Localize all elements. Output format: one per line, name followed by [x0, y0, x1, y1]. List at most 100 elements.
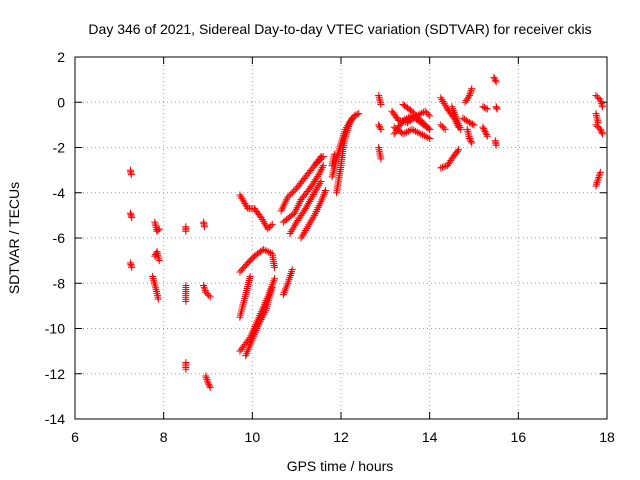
data-point [597, 127, 605, 135]
data-point [596, 96, 604, 104]
data-point [598, 128, 606, 136]
x-tick-label: 16 [511, 429, 527, 445]
data-point [316, 169, 324, 177]
data-point [264, 225, 272, 233]
data-point [483, 132, 491, 140]
data-point [404, 127, 412, 135]
data-point [594, 175, 602, 183]
data-point [202, 372, 210, 380]
data-point [127, 171, 135, 179]
data-point [259, 245, 267, 253]
y-axis-label: SDTVAR / TECUs [6, 182, 22, 294]
data-point [403, 128, 411, 136]
data-point [204, 379, 212, 387]
data-point [257, 315, 265, 323]
data-point [415, 129, 423, 137]
data-point [483, 131, 491, 139]
x-tick-label: 12 [333, 429, 349, 445]
data-point [419, 131, 427, 139]
data-point [202, 288, 210, 296]
data-point [491, 75, 499, 83]
data-point [259, 312, 267, 320]
x-tick-label: 10 [245, 429, 261, 445]
data-point [467, 137, 475, 145]
y-tick-label: -10 [45, 321, 65, 337]
data-point [592, 180, 600, 188]
data-point [203, 377, 211, 385]
data-point [304, 201, 312, 209]
data-point [314, 172, 322, 180]
data-point [423, 122, 431, 130]
data-point [466, 119, 474, 127]
data-point [424, 134, 432, 142]
data-point [592, 91, 600, 99]
data-points [126, 73, 607, 391]
data-point [453, 147, 461, 155]
data-point [420, 119, 428, 127]
data-point [596, 170, 604, 178]
data-point [321, 186, 329, 194]
data-point [437, 164, 445, 172]
data-point [265, 248, 273, 256]
data-point [593, 122, 601, 130]
data-point [466, 134, 474, 142]
data-point [595, 173, 603, 181]
x-tick-label: 18 [599, 429, 615, 445]
data-point [203, 375, 211, 383]
data-point [128, 263, 136, 271]
data-point [304, 199, 312, 207]
data-point [317, 167, 325, 175]
axes [74, 56, 608, 420]
data-point [437, 121, 445, 129]
data-point [290, 187, 298, 195]
data-point [200, 283, 208, 291]
data-point [441, 125, 449, 133]
data-point [375, 121, 383, 129]
data-point [420, 132, 428, 140]
data-point [596, 168, 604, 176]
data-point [205, 291, 213, 299]
data-point [268, 284, 276, 292]
data-point [423, 109, 431, 117]
data-point [467, 119, 475, 127]
data-point [595, 172, 603, 180]
data-point [470, 121, 478, 129]
data-point [467, 88, 475, 96]
data-point [480, 104, 488, 112]
data-point [265, 223, 273, 231]
data-point [593, 179, 601, 187]
data-point [457, 125, 465, 133]
data-point [399, 130, 407, 138]
data-point [479, 103, 487, 111]
data-point [303, 203, 311, 211]
data-point [411, 127, 419, 135]
data-point [408, 125, 416, 133]
data-point [288, 266, 296, 274]
data-point [352, 111, 360, 119]
data-point [466, 90, 474, 98]
data-point [287, 190, 295, 198]
data-point [482, 129, 490, 137]
data-point [404, 114, 412, 122]
data-point [440, 124, 448, 132]
data-point [377, 125, 385, 133]
y-tick-label: -4 [53, 185, 66, 201]
data-point [483, 105, 491, 113]
data-point [203, 290, 211, 298]
chart-title: Day 346 of 2021, Sidereal Day-to-day VTE… [88, 21, 591, 37]
data-point [271, 263, 278, 271]
data-point [317, 177, 325, 185]
data-point [592, 182, 600, 190]
data-point [307, 194, 315, 202]
data-point [263, 247, 271, 255]
data-point [426, 125, 434, 133]
data-point [254, 323, 262, 331]
data-point [182, 227, 190, 235]
data-point [422, 133, 430, 141]
data-point [467, 86, 475, 94]
data-point [288, 189, 296, 197]
data-point [205, 382, 213, 390]
data-point [201, 285, 209, 293]
data-point [492, 141, 500, 149]
